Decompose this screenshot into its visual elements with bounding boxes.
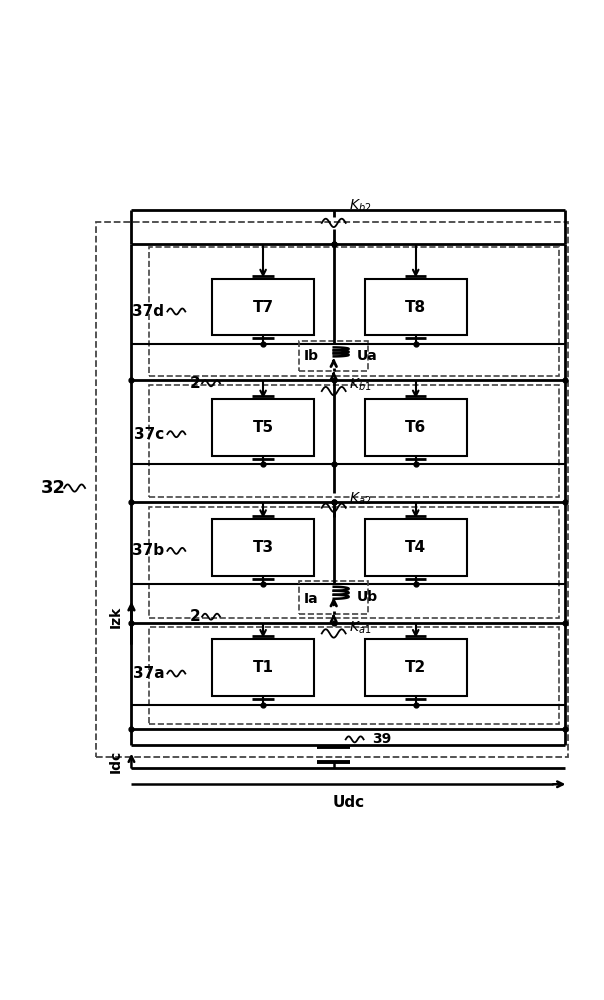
Text: 37b: 37b (132, 543, 164, 558)
Bar (299, 341, 368, 371)
Text: 2: 2 (190, 609, 201, 624)
Bar (149, 385, 559, 497)
Text: 37d: 37d (132, 304, 164, 319)
Bar (299, 581, 368, 614)
Text: T7: T7 (252, 300, 274, 315)
Text: $K_{a2}$: $K_{a2}$ (349, 491, 371, 507)
Bar (212, 519, 314, 576)
Bar (365, 639, 466, 696)
Text: $K_{b2}$: $K_{b2}$ (349, 198, 371, 214)
Bar (149, 627, 559, 724)
Bar (149, 247, 559, 376)
Bar (95, 222, 568, 757)
Text: $K_{a1}$: $K_{a1}$ (349, 619, 371, 636)
Bar (212, 399, 314, 456)
Bar (365, 279, 466, 335)
Text: 37c: 37c (134, 427, 164, 442)
Bar (149, 507, 559, 618)
Text: 37a: 37a (133, 666, 164, 681)
Bar (365, 399, 466, 456)
Text: 2: 2 (190, 376, 201, 391)
Bar (212, 279, 314, 335)
Text: T1: T1 (252, 660, 274, 675)
Text: Ub: Ub (356, 590, 378, 604)
Text: Ib: Ib (304, 349, 319, 363)
Text: Izk: Izk (109, 606, 123, 628)
Text: Ia: Ia (304, 592, 319, 606)
Bar (212, 639, 314, 696)
Text: Idc: Idc (109, 750, 123, 773)
Text: $K_{b1}$: $K_{b1}$ (349, 377, 371, 393)
Bar (365, 519, 466, 576)
Text: T8: T8 (405, 300, 426, 315)
Text: T2: T2 (405, 660, 426, 675)
Text: T5: T5 (252, 420, 274, 435)
Text: Ua: Ua (356, 349, 378, 363)
Text: T6: T6 (405, 420, 426, 435)
Text: T3: T3 (252, 540, 274, 555)
Text: 39: 39 (373, 732, 392, 746)
Text: T4: T4 (405, 540, 426, 555)
Text: 32: 32 (41, 479, 66, 497)
Text: Udc: Udc (332, 795, 364, 810)
